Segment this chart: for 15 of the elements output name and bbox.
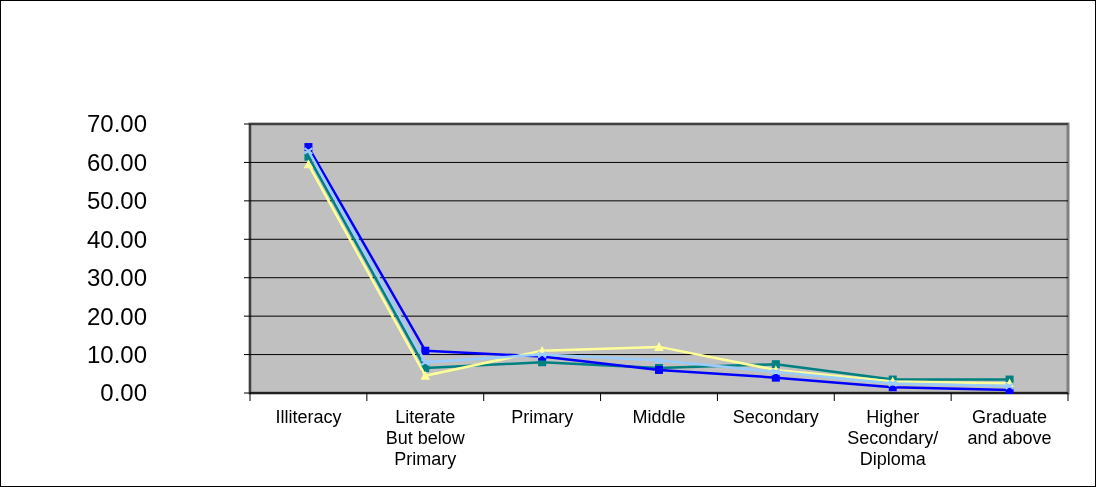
x-tick-label: Graduate and above <box>967 407 1052 448</box>
y-tick-label: 60.00 <box>86 148 147 176</box>
y-tick-label: 30.00 <box>86 264 147 292</box>
y-tick-label: 40.00 <box>86 225 147 253</box>
x-tick-label: Middle <box>632 407 686 427</box>
x-tick-label: Illiteracy <box>275 407 342 427</box>
y-tick-label: 10.00 <box>86 340 147 368</box>
y-tick-label: 0.00 <box>100 379 147 407</box>
y-tick-label: 20.00 <box>86 302 147 330</box>
x-tick-label: Primary <box>511 407 574 427</box>
y-tick-label: 70.00 <box>86 110 147 138</box>
y-tick-label: 50.00 <box>86 187 147 215</box>
x-tick-label: Secondary <box>732 407 819 427</box>
x-tick-label: Higher Secondary/ Diploma <box>847 407 939 469</box>
x-tick-label: Literate But below Primary <box>385 407 466 469</box>
